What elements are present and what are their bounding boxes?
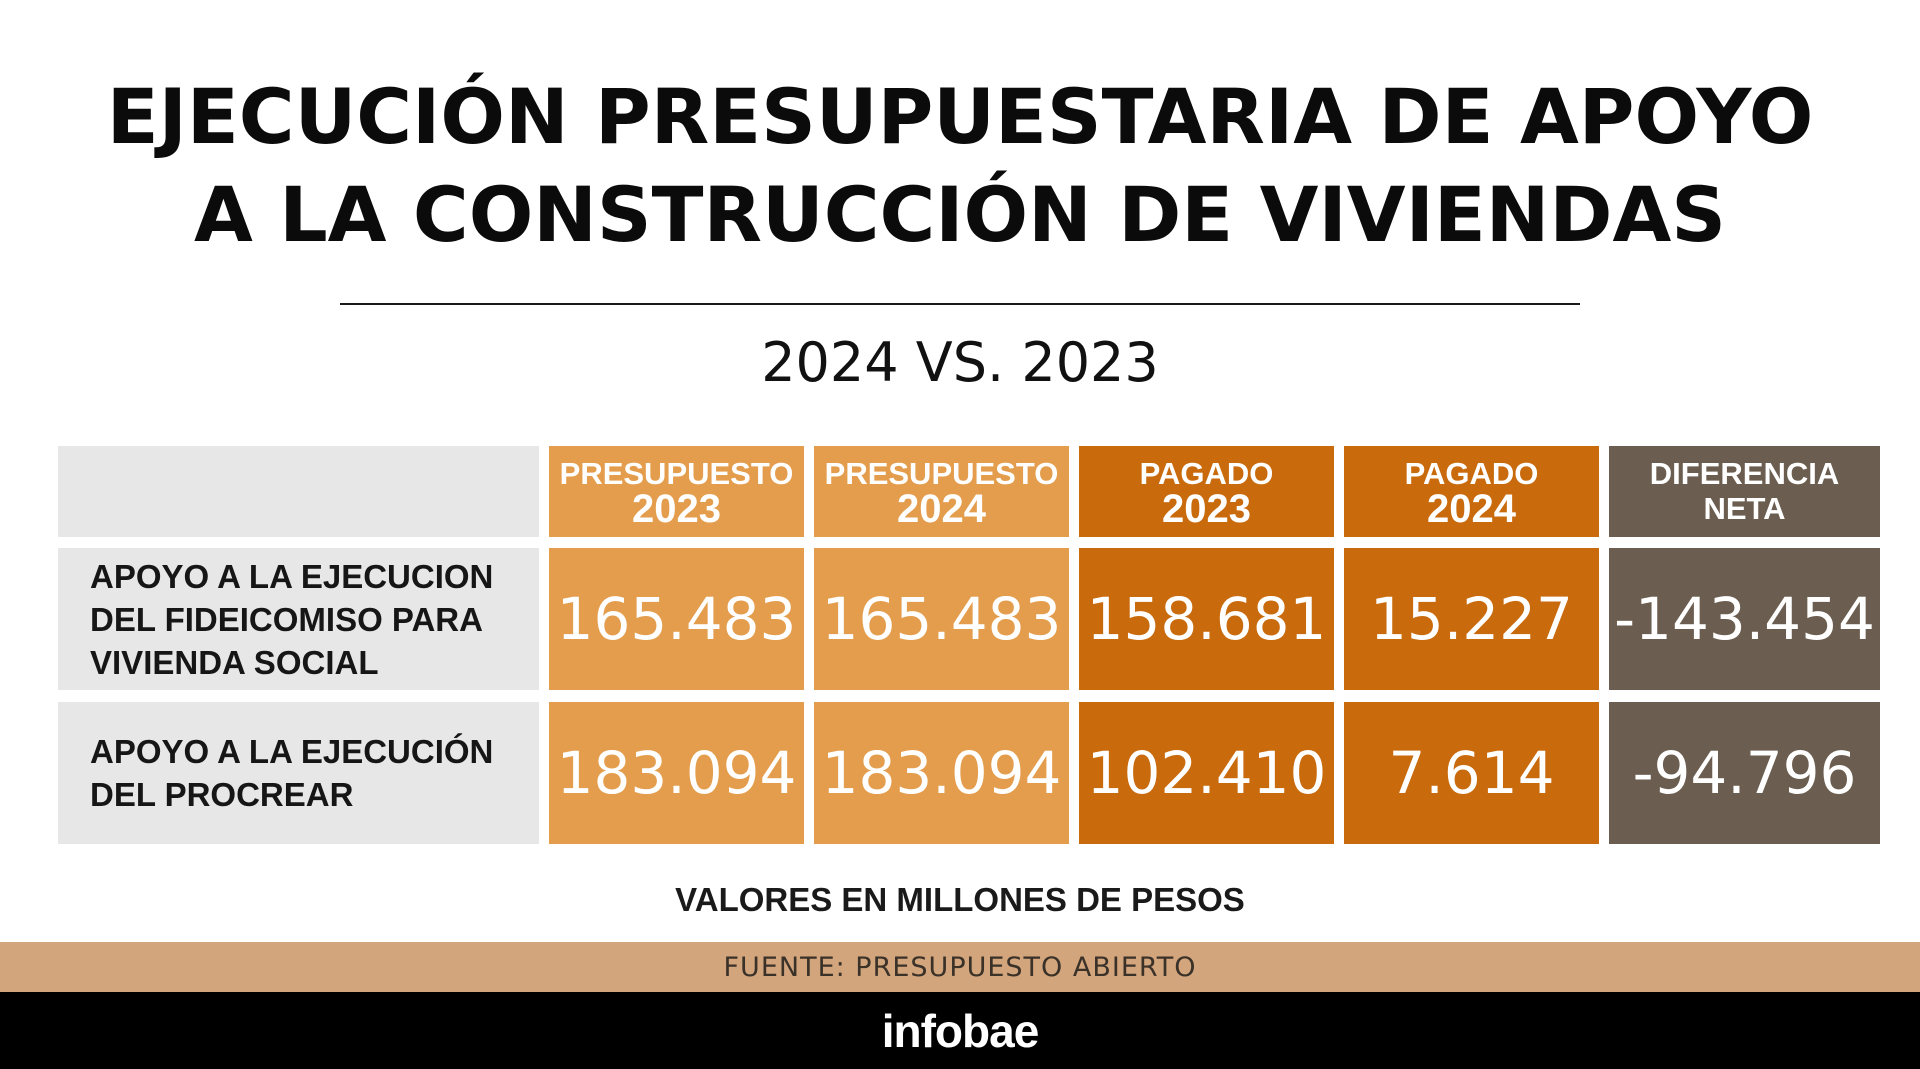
header-label-2: NETA <box>1703 490 1786 526</box>
value-cell: 15.227 <box>1344 548 1599 690</box>
header-label: PAGADO <box>1404 455 1539 491</box>
row-label-line: DEL PROCREAR <box>90 776 354 813</box>
header-year: 2023 <box>1162 486 1251 531</box>
units-note: VALORES EN MILLONES DE PESOS <box>675 881 1245 918</box>
value-cell: -143.454 <box>1609 548 1880 690</box>
title-line-2: A LA CONSTRUCCIÓN DE VIVIENDAS <box>193 170 1727 259</box>
header-label: PRESUPUESTO <box>559 455 794 491</box>
header-year: 2024 <box>897 486 986 531</box>
brand-bar: infobae <box>0 992 1920 1069</box>
row-label-fideicomiso: APOYO A LA EJECUCION DEL FIDEICOMISO PAR… <box>58 548 539 690</box>
header-empty-cell <box>58 446 539 537</box>
header-presupuesto-2024: PRESUPUESTO 2024 <box>814 446 1069 537</box>
header-year: 2024 <box>1427 486 1516 531</box>
value-cell: 158.681 <box>1079 548 1334 690</box>
value-cell: 7.614 <box>1344 702 1599 844</box>
header-label: DIFERENCIA <box>1649 455 1840 491</box>
source-bar: FUENTE: PRESUPUESTO ABIERTO <box>0 942 1920 992</box>
value-cell: 102.410 <box>1079 702 1334 844</box>
row-label-line: VIVIENDA SOCIAL <box>90 643 379 681</box>
header-year: 2023 <box>632 486 721 531</box>
header-diferencia-neta: DIFERENCIA NETA <box>1609 446 1880 537</box>
value-cell: 183.094 <box>814 702 1069 844</box>
value-cell: 183.094 <box>549 702 804 844</box>
header-presupuesto-2023: PRESUPUESTO 2023 <box>549 446 804 537</box>
row-label-line: APOYO A LA EJECUCIÓN <box>90 733 494 770</box>
value-cell: 165.483 <box>814 548 1069 690</box>
row-label-line: DEL FIDEICOMISO PARA <box>90 600 483 638</box>
comparison-subtitle: 2024 VS. 2023 <box>761 331 1159 394</box>
title-line-1: EJECUCIÓN PRESUPUESTARIA DE APOYO <box>106 72 1814 161</box>
brand-logo: infobae <box>881 1004 1040 1057</box>
row-label-procrear: APOYO A LA EJECUCIÓN DEL PROCREAR <box>58 702 539 844</box>
header-label: PRESUPUESTO <box>824 455 1059 491</box>
value-cell: -94.796 <box>1609 702 1880 844</box>
value-cell: 165.483 <box>549 548 804 690</box>
header-pagado-2024: PAGADO 2024 <box>1344 446 1599 537</box>
source-text: FUENTE: PRESUPUESTO ABIERTO <box>723 951 1197 983</box>
page-title: EJECUCIÓN PRESUPUESTARIA DE APOYO A LA C… <box>0 68 1920 264</box>
header-label: PAGADO <box>1139 455 1274 491</box>
header-pagado-2023: PAGADO 2023 <box>1079 446 1334 537</box>
row-label-line: APOYO A LA EJECUCION <box>90 557 494 595</box>
title-divider <box>340 303 1580 305</box>
